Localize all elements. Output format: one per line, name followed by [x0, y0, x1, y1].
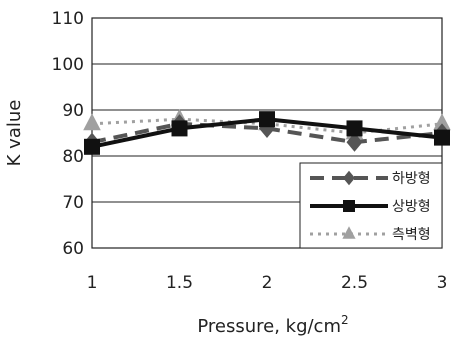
legend-label-1: 상방형 — [392, 199, 431, 215]
x-tick-label-4: 3 — [437, 273, 448, 293]
y-tick-label-110: 110 — [52, 9, 84, 29]
y-axis-ticks: 60 70 80 90 100 110 — [52, 9, 84, 259]
y-axis-label: K value — [4, 100, 25, 167]
series-1 — [84, 111, 450, 155]
y-tick-label-100: 100 — [52, 55, 84, 75]
x-tick-label-3: 2.5 — [341, 273, 368, 293]
x-tick-label-1: 1.5 — [166, 273, 193, 293]
x-axis-label-superscript: 2 — [341, 313, 349, 327]
x-axis-label: Pressure, kg/cm2 — [197, 313, 348, 337]
x-tick-label-2: 2 — [262, 273, 273, 293]
legend-item-1: 상방형 — [310, 199, 431, 215]
series-2-point-4 — [433, 113, 451, 131]
legend-item-0: 하방형 — [310, 170, 431, 187]
x-axis-ticks: 1 1.5 2 2.5 3 — [87, 273, 448, 293]
legend-marker-0 — [343, 170, 355, 186]
series-layer — [83, 108, 451, 155]
x-tick-label-0: 1 — [87, 273, 98, 293]
legend-label-2: 측벽형 — [392, 227, 431, 243]
series-1-point-4 — [434, 129, 450, 146]
series-1-point-1 — [171, 120, 188, 137]
legend-item-2: 측벽형 — [310, 226, 431, 243]
y-tick-label-70: 70 — [62, 193, 84, 213]
series-1-point-0 — [84, 138, 100, 155]
series-2-point-0 — [83, 113, 101, 131]
y-tick-label-80: 80 — [62, 147, 84, 167]
legend-marker-2 — [342, 226, 356, 239]
legend-marker-1 — [343, 200, 355, 212]
series-0-point-3 — [346, 132, 363, 152]
x-axis-label-text: Pressure, kg/cm — [197, 316, 341, 337]
legend-label-0: 하방형 — [392, 171, 431, 187]
y-tick-label-60: 60 — [62, 239, 84, 259]
series-2-line — [91, 117, 443, 135]
series-1-point-3 — [346, 120, 363, 137]
series-1-point-2 — [259, 111, 275, 128]
y-tick-label-90: 90 — [62, 101, 84, 121]
